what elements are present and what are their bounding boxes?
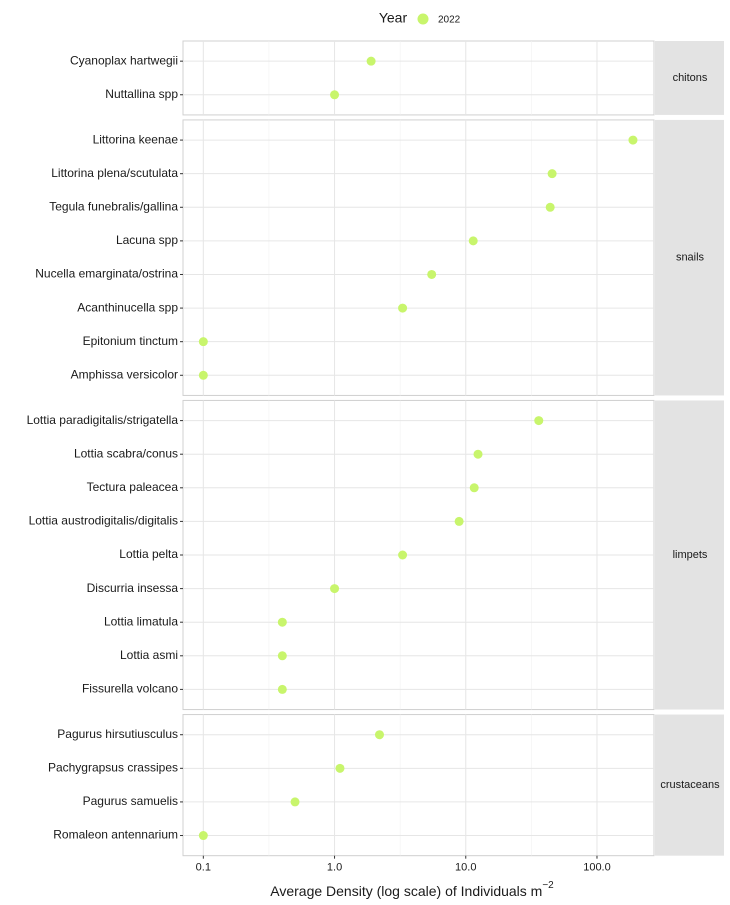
y-tick-label: Amphissa versicolor	[71, 367, 178, 381]
x-tick-label: 10.0	[455, 862, 476, 874]
facet-strip	[655, 41, 724, 115]
dot	[398, 303, 408, 313]
y-tick-label: Littorina plena/scutulata	[51, 166, 178, 180]
dot	[277, 684, 287, 694]
dot	[330, 90, 340, 100]
y-tick-label: Acanthinucella spp	[77, 300, 178, 314]
dot	[277, 651, 287, 661]
x-axis-title-text: Average Density (log scale) of Individua…	[270, 883, 542, 899]
y-tick-label: Littorina keenae	[93, 132, 179, 146]
y-tick-label: Lottia limatula	[104, 614, 178, 628]
facet-label: snails	[676, 252, 705, 264]
dot	[198, 337, 208, 347]
panel	[182, 714, 655, 857]
dot	[534, 416, 544, 426]
legend-key	[417, 13, 429, 25]
y-tick-label: Cyanoplax hartwegii	[70, 53, 178, 67]
dot	[628, 135, 638, 145]
y-tick-label: Lottia scabra/conus	[74, 446, 178, 460]
dot	[427, 269, 437, 279]
y-tick-label: Lottia austrodigitalis/digitalis	[29, 514, 178, 528]
x-tick-label: 0.1	[196, 862, 211, 874]
dot	[277, 617, 287, 627]
y-tick-label: Nuttallina spp	[105, 87, 178, 101]
facet-label: chitons	[673, 72, 708, 84]
facet-label: limpets	[673, 549, 708, 561]
x-tick-label: 100.0	[583, 862, 611, 874]
x-axis-title: Average Density (log scale) of Individua…	[270, 880, 554, 899]
dot	[398, 550, 408, 560]
dot	[335, 763, 345, 773]
dot	[545, 202, 555, 212]
legend-title: Year	[379, 10, 408, 26]
y-tick-label: Pagurus samuelis	[83, 794, 178, 808]
facet-strip	[655, 714, 724, 856]
y-tick-label: Lacuna spp	[116, 233, 178, 247]
panel	[182, 119, 655, 396]
y-tick-label: Discurria insessa	[87, 581, 179, 595]
dot	[454, 516, 464, 526]
x-axis-title-exponent: −2	[542, 880, 554, 891]
dot	[198, 831, 208, 841]
dot	[473, 449, 483, 459]
y-tick-label: Romaleon antennarium	[53, 828, 178, 842]
dot	[468, 236, 478, 246]
y-tick-label: Tegula funebralis/gallina	[49, 199, 178, 213]
facet-strip	[655, 119, 724, 396]
y-tick-label: Lottia paradigitalis/strigatella	[27, 413, 179, 427]
dot	[198, 370, 208, 380]
dot	[374, 730, 384, 740]
y-tick-label: Epitonium tinctum	[83, 334, 178, 348]
x-tick-label: 1.0	[327, 862, 342, 874]
legend-label: 2022	[438, 15, 461, 26]
y-tick-label: Pachygrapsus crassipes	[48, 760, 178, 774]
y-tick-label: Tectura paleacea	[87, 480, 179, 494]
dot	[547, 169, 557, 179]
facet-strip	[655, 400, 724, 710]
y-tick-label: Lottia asmi	[120, 648, 178, 662]
y-tick-label: Nucella emarginata/ostrina	[35, 267, 178, 281]
y-tick-label: Pagurus hirsutiusculus	[57, 727, 178, 741]
y-tick-label: Fissurella volcano	[82, 682, 178, 696]
facet-label: crustaceans	[660, 779, 720, 791]
y-tick-label: Lottia pelta	[119, 547, 178, 561]
dot	[469, 483, 479, 493]
panel	[182, 40, 655, 116]
dot	[330, 584, 340, 594]
dot	[366, 56, 376, 66]
dot	[290, 797, 300, 807]
